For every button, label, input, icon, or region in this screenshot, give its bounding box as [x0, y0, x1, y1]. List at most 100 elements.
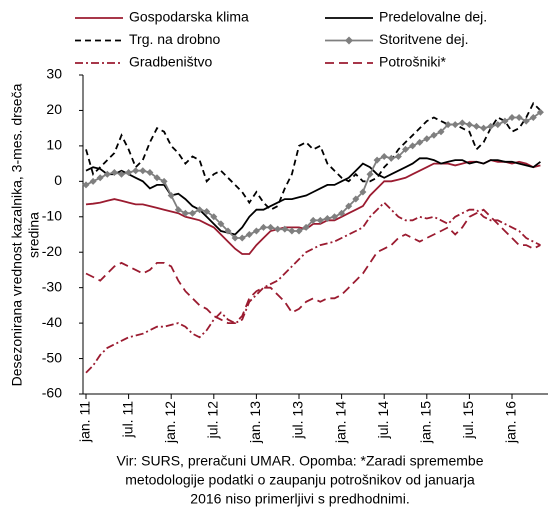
y-tick-label: 20: [46, 101, 62, 117]
marker: [529, 114, 537, 122]
x-tick-label: jan. 12: [162, 401, 178, 444]
marker: [323, 215, 331, 223]
x-tick-label: jul. 14: [375, 401, 391, 440]
marker: [288, 227, 296, 235]
marker: [302, 223, 310, 231]
y-tick-label: -10: [42, 207, 62, 223]
legend-label: Gospodarska klima: [129, 9, 249, 25]
x-tick-label: jan. 16: [503, 401, 519, 444]
y-tick-label: -40: [42, 314, 62, 330]
marker: [110, 168, 118, 176]
marker: [487, 122, 495, 130]
legend-label: Storitvene dej.: [379, 31, 469, 47]
marker: [416, 138, 424, 146]
marker: [501, 117, 509, 125]
marker: [480, 124, 488, 132]
marker: [458, 119, 466, 127]
legend-label: Potrošniki*: [379, 54, 446, 70]
marker: [536, 108, 544, 116]
marker: [437, 128, 445, 136]
note: 2016 niso primerljivi s predhodnimi.: [190, 491, 409, 507]
x-tick-label: jan. 15: [418, 401, 434, 444]
marker: [153, 174, 161, 182]
marker: [274, 225, 282, 233]
marker: [295, 227, 303, 235]
marker: [281, 225, 289, 233]
marker: [96, 174, 104, 182]
legend-label: Predelovalne dej.: [379, 9, 487, 25]
legend-label: Trg. na drobno: [129, 31, 221, 47]
marker: [387, 154, 395, 162]
marker: [89, 177, 97, 185]
x-tick-label: jul. 15: [460, 401, 476, 440]
x-tick-label: jul. 11: [119, 401, 135, 439]
y-tick-label: -30: [42, 278, 62, 294]
series-line: [85, 201, 541, 374]
marker: [423, 135, 431, 143]
marker: [402, 145, 409, 153]
marker: [252, 227, 260, 235]
marker: [132, 167, 140, 175]
marker: [181, 209, 189, 217]
x-tick-label: jan. 14: [332, 401, 348, 444]
marker: [465, 121, 473, 129]
marker: [345, 202, 353, 210]
marker: [139, 167, 147, 175]
y-tick-label: -50: [42, 349, 62, 365]
marker: [508, 114, 516, 122]
legend-label: Gradbeništvo: [129, 54, 212, 70]
marker: [245, 231, 253, 238]
marker: [316, 216, 324, 224]
marker: [238, 234, 246, 242]
marker: [373, 156, 381, 164]
marker: [451, 121, 459, 129]
marker: [352, 195, 360, 203]
marker: [160, 177, 168, 185]
y-tick-label: 30: [46, 66, 62, 82]
marker: [224, 227, 232, 235]
marker: [522, 117, 530, 125]
legend-marker: [345, 36, 353, 45]
marker: [494, 121, 502, 129]
marker: [331, 213, 338, 221]
marker: [210, 213, 218, 221]
series-line: [85, 157, 541, 236]
marker: [125, 168, 133, 176]
marker: [359, 188, 367, 196]
marker: [203, 207, 211, 215]
marker: [260, 223, 267, 231]
marker: [174, 206, 182, 214]
x-tick-label: jul. 13: [290, 401, 306, 440]
y-tick-label: 10: [46, 137, 62, 153]
marker: [82, 181, 90, 189]
marker: [167, 192, 175, 200]
series-line: [85, 159, 541, 255]
marker: [196, 206, 204, 214]
marker: [380, 153, 388, 161]
series-line: [85, 101, 542, 211]
x-tick-label: jul. 12: [205, 401, 221, 440]
marker: [231, 234, 239, 242]
x-tick-label: jan. 13: [247, 401, 263, 444]
marker: [267, 223, 275, 231]
note: Vir: SURS, preračuni UMAR. Opomba: *Zara…: [117, 453, 484, 469]
marker: [515, 114, 523, 122]
y-tick-label: -60: [42, 385, 62, 401]
marker: [430, 131, 438, 139]
marker: [366, 170, 374, 178]
marker: [146, 168, 154, 176]
marker: [217, 220, 225, 228]
y-tick-label: -20: [42, 243, 62, 259]
x-tick-label: jan. 11: [77, 401, 93, 443]
marker: [394, 153, 402, 161]
y-tick-label: 0: [54, 172, 62, 188]
marker: [444, 121, 452, 129]
marker: [409, 142, 417, 150]
marker: [103, 170, 111, 178]
series-line: [85, 208, 541, 324]
marker: [309, 216, 317, 224]
y-axis-label: Desezonirana vrednost kazalnika, 3-mes. …: [9, 83, 25, 386]
note: metodologije podatki o zaupanju potrošni…: [125, 472, 475, 488]
marker: [473, 122, 480, 130]
